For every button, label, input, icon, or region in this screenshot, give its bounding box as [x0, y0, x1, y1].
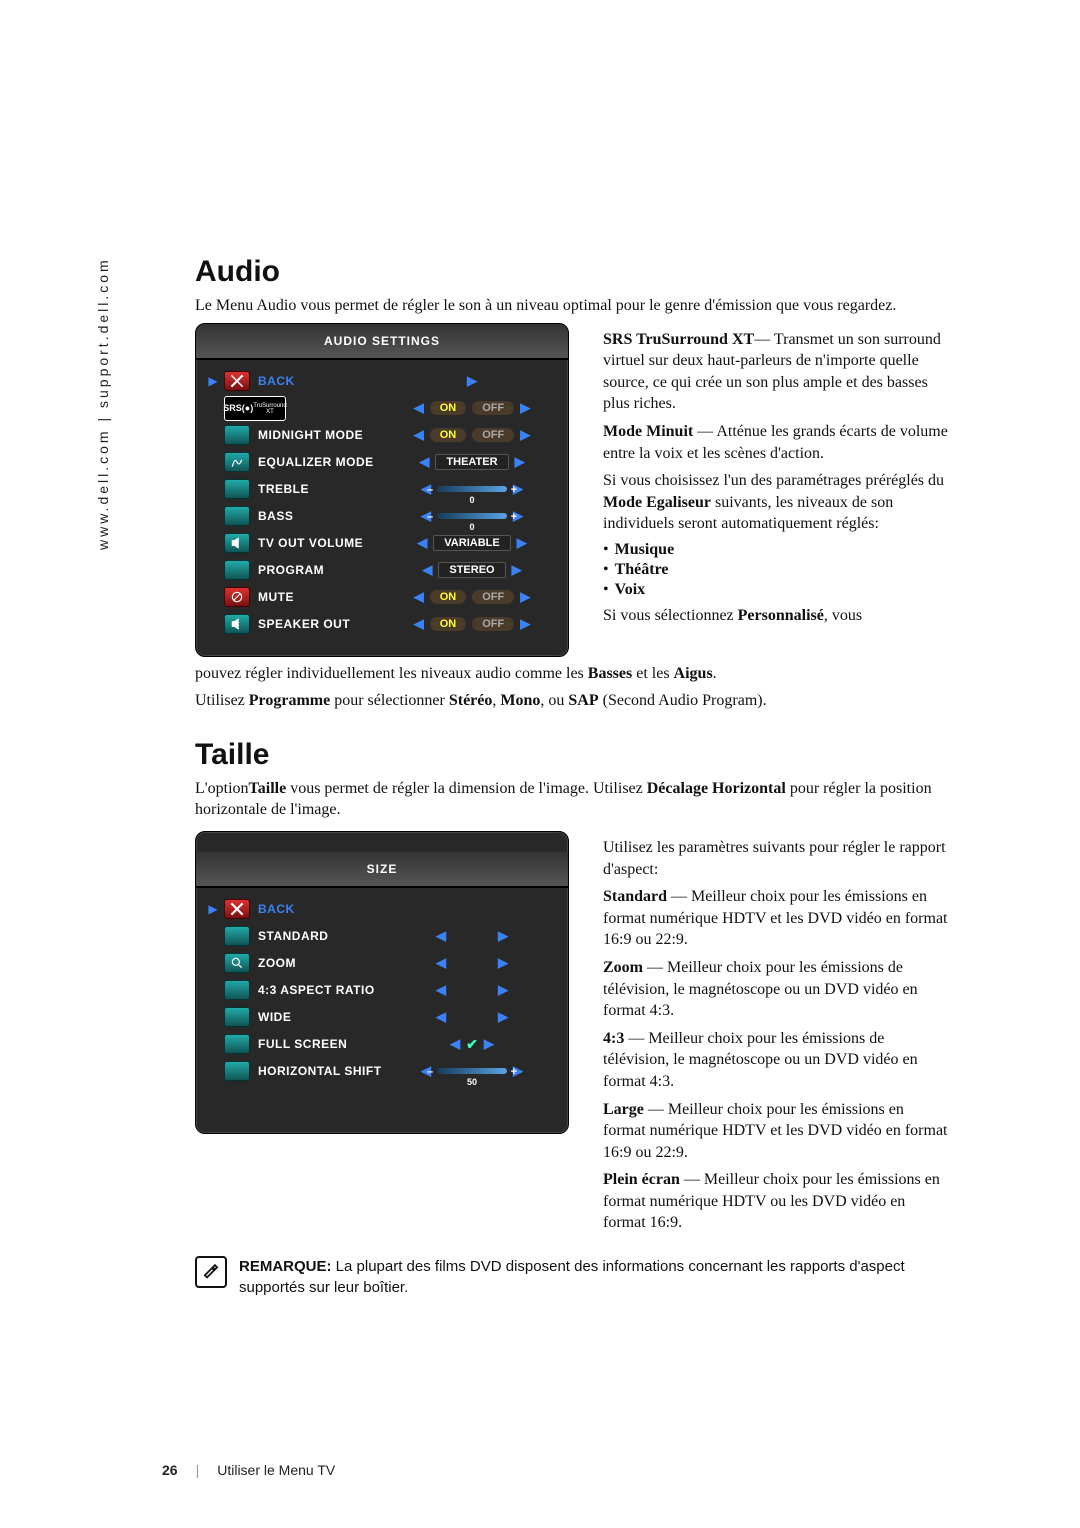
fullscreen-icon	[224, 1034, 250, 1054]
taille-large-p: Large — Meilleur choix pour les émission…	[603, 1099, 950, 1164]
audio-label-back: BACK	[258, 374, 386, 388]
wide-icon	[224, 1007, 250, 1027]
personnalise-paragraph-part1: Si vous sélectionnez Personnalisé, vous	[603, 605, 950, 627]
page-content: Audio Le Menu Audio vous permet de régle…	[0, 0, 1080, 1358]
size-row-hshift[interactable]: HORIZONTAL SHIFT ◀–+50▶	[206, 1058, 558, 1085]
page-footer: 26 | Utiliser le Menu TV	[162, 1462, 335, 1478]
footer-section: Utiliser le Menu TV	[217, 1462, 335, 1478]
aspect43-icon	[224, 980, 250, 1000]
equalizer-icon	[224, 452, 250, 472]
list-item: Musique	[603, 541, 950, 559]
taille-43-p: 4:3 — Meilleur choix pour les émissions …	[603, 1028, 950, 1093]
treble-icon	[224, 479, 250, 499]
audio-below-p2: Utilisez Programme pour sélectionner Sté…	[195, 690, 950, 712]
list-item: Théâtre	[603, 561, 950, 579]
footer-separator: |	[196, 1462, 200, 1478]
audio-row-equalizer[interactable]: EQUALIZER MODE ◀THEATER▶	[206, 449, 558, 476]
program-icon	[224, 560, 250, 580]
page-number: 26	[162, 1462, 178, 1478]
back-icon	[224, 899, 250, 919]
size-row-standard[interactable]: STANDARD ◀▶	[206, 923, 558, 950]
audio-row-treble[interactable]: TREBLE ◀–+0▶	[206, 476, 558, 503]
active-marker-icon: ▶	[206, 374, 220, 388]
taille-p1: Utilisez les paramètres suivants pour ré…	[603, 837, 950, 880]
taille-standard-p: Standard — Meilleur choix pour les émiss…	[603, 886, 950, 951]
audio-osd-panel: AUDIO SETTINGS ▶ BACK ▶ SRS(●)TruSurroun…	[195, 323, 569, 657]
srs-icon: SRS(●)TruSurround XT	[224, 396, 286, 421]
equalizer-paragraph: Si vous choisissez l'un des paramétrages…	[603, 470, 950, 535]
audio-intro: Le Menu Audio vous permet de régler le s…	[195, 295, 950, 317]
list-item: Voix	[603, 581, 950, 599]
note-icon	[195, 1256, 227, 1288]
remarque-note: REMARQUE: La plupart des films DVD dispo…	[195, 1256, 950, 1298]
back-icon	[224, 371, 250, 391]
audio-heading: Audio	[195, 255, 950, 289]
size-row-back[interactable]: ▶ BACK	[206, 896, 558, 923]
srs-paragraph: SRS TruSurround XT— Transmet un son surr…	[603, 329, 950, 415]
audio-row-srs[interactable]: SRS(●)TruSurround XT ◀ONOFF▶	[206, 395, 558, 422]
audio-row-midnight[interactable]: MIDNIGHT MODE ◀ONOFF▶	[206, 422, 558, 449]
taille-zoom-p: Zoom — Meilleur choix pour les émissions…	[603, 957, 950, 1022]
audio-row-tvout[interactable]: TV OUT VOLUME ◀VARIABLE▶	[206, 530, 558, 557]
mute-icon	[224, 587, 250, 607]
size-row-fullscreen[interactable]: FULL SCREEN ◀✔▶	[206, 1031, 558, 1058]
standard-icon	[224, 926, 250, 946]
midnight-paragraph: Mode Minuit — Atténue les grands écarts …	[603, 421, 950, 464]
equalizer-presets-list: Musique Théâtre Voix	[603, 541, 950, 599]
check-icon: ✔	[466, 1036, 478, 1053]
taille-intro: L'optionTaille vous permet de régler la …	[195, 778, 950, 821]
audio-osd-title: AUDIO SETTINGS	[196, 324, 568, 360]
taille-heading: Taille	[195, 738, 950, 772]
size-row-wide[interactable]: WIDE ◀▶	[206, 1004, 558, 1031]
speaker-out-icon	[224, 614, 250, 634]
size-osd-title: SIZE	[196, 852, 568, 888]
size-row-43[interactable]: 4:3 ASPECT RATIO ◀▶	[206, 977, 558, 1004]
audio-below-p1: pouvez régler individuellement les nivea…	[195, 663, 950, 685]
taille-full-p: Plein écran — Meilleur choix pour les ém…	[603, 1169, 950, 1234]
size-osd-panel: SIZE ▶ BACK STANDARD ◀▶	[195, 831, 569, 1134]
audio-row-back[interactable]: ▶ BACK ▶	[206, 368, 558, 395]
hshift-icon	[224, 1061, 250, 1081]
active-marker-icon: ▶	[206, 902, 220, 916]
audio-row-mute[interactable]: MUTE ◀ONOFF▶	[206, 584, 558, 611]
zoom-icon	[224, 953, 250, 973]
midnight-icon	[224, 425, 250, 445]
size-row-zoom[interactable]: ZOOM ◀▶	[206, 950, 558, 977]
audio-row-bass[interactable]: BASS ◀–+0▶	[206, 503, 558, 530]
audio-row-speaker[interactable]: SPEAKER OUT ◀ONOFF▶	[206, 611, 558, 638]
tvout-icon	[224, 533, 250, 553]
audio-row-program[interactable]: PROGRAM ◀STEREO▶	[206, 557, 558, 584]
bass-icon	[224, 506, 250, 526]
